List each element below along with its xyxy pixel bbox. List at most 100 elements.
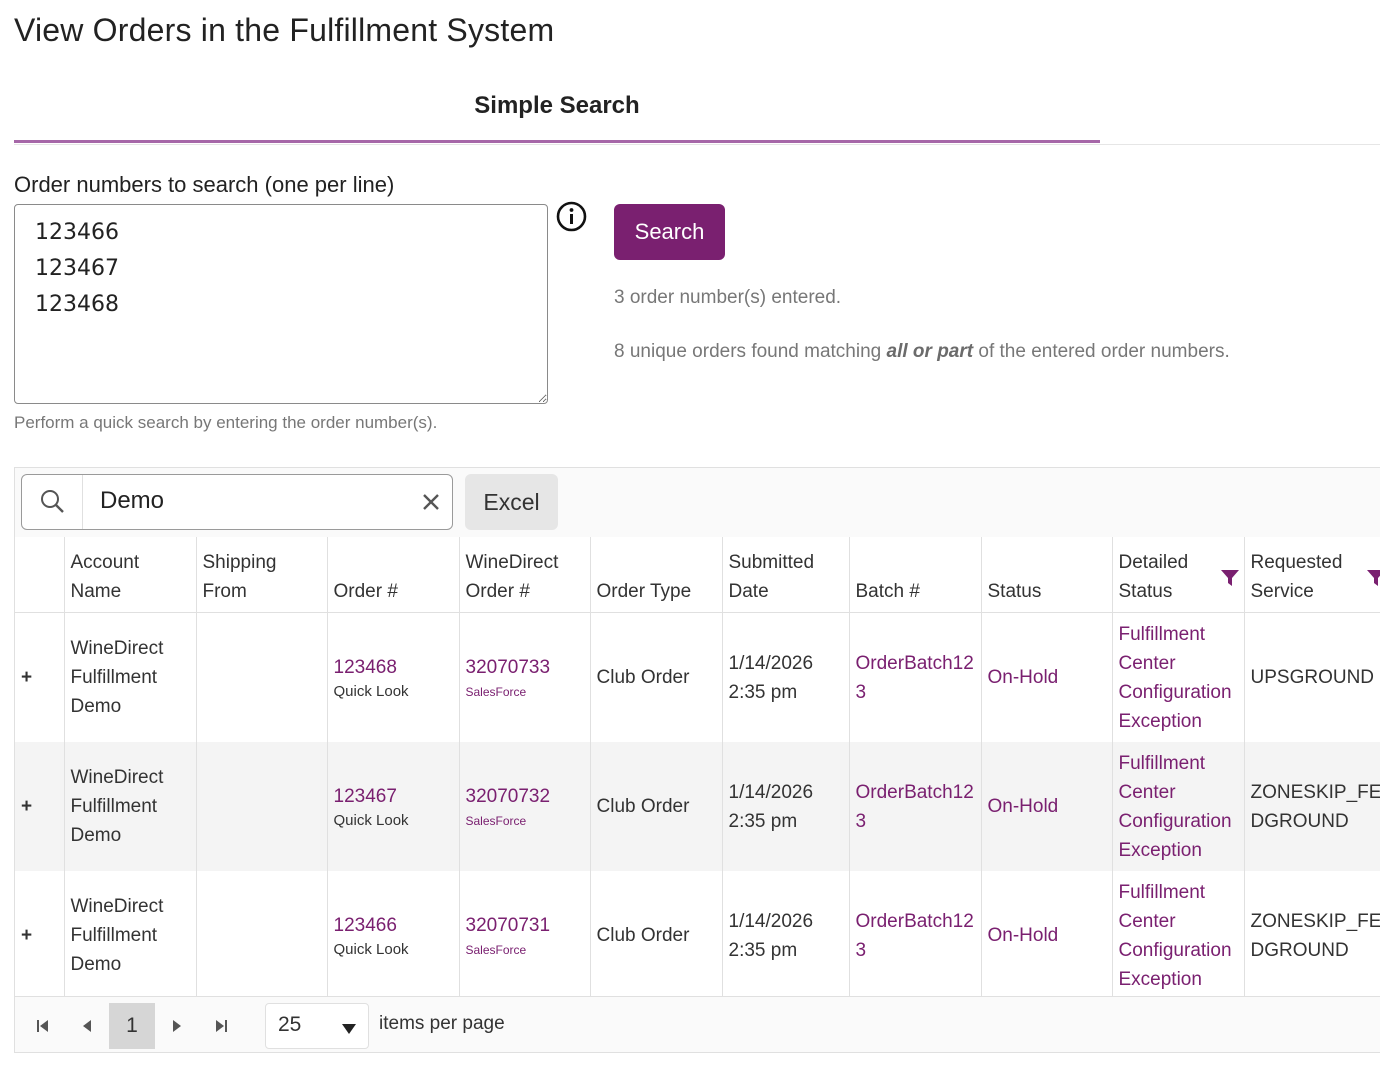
tab-bar: Simple Search: [14, 80, 1380, 145]
items-per-page-label: items per page: [379, 1013, 505, 1034]
detailed-status-cell: Fulfillment Center Configuration Excepti…: [1112, 871, 1245, 1000]
expand-row-icon[interactable]: +: [15, 871, 65, 1000]
column-header-detailed-status-label: Detailed Status: [1118, 552, 1189, 602]
table-row: + WineDirect Fulfillment Demo 123467 Quic…: [15, 742, 1380, 871]
clear-icon[interactable]: [418, 489, 444, 515]
column-header-requested-service-label: Requested Service: [1250, 552, 1343, 602]
order-number-cell: 123467 Quick Look: [327, 742, 460, 871]
account-name-cell: WineDirect Fulfillment Demo: [64, 612, 197, 742]
column-header-detailed-status[interactable]: Detailed Status: [1112, 537, 1245, 613]
column-header-status[interactable]: Status: [981, 537, 1113, 613]
detailed-status-cell: Fulfillment Center Configuration Excepti…: [1112, 612, 1245, 742]
tab-label: Simple Search: [474, 92, 640, 119]
winedirect-order-cell: 32070731 SalesForce: [459, 871, 591, 1000]
detailed-status-link[interactable]: Fulfillment Center Configuration Excepti…: [1118, 623, 1232, 732]
grid-filter-input[interactable]: [92, 483, 418, 519]
salesforce-link[interactable]: SalesForce: [465, 685, 527, 699]
winedirect-order-link[interactable]: 32070733: [465, 657, 551, 678]
winedirect-order-link[interactable]: 32070731: [465, 915, 551, 936]
submitted-date-cell: 1/14/2026 2:35 pm: [722, 871, 850, 1000]
next-page-icon[interactable]: [157, 1004, 197, 1048]
winedirect-order-cell: 32070733 SalesForce: [459, 612, 591, 742]
order-numbers-label: Order numbers to search (one per line): [14, 172, 395, 197]
column-header-account-name[interactable]: Account Name: [64, 537, 197, 613]
page-size-value: 25: [278, 1013, 302, 1036]
caret-down-icon: [342, 1021, 356, 1039]
column-header-order-type[interactable]: Order Type: [590, 537, 723, 613]
detailed-status-link[interactable]: Fulfillment Center Configuration Excepti…: [1118, 752, 1232, 861]
column-header-requested-service[interactable]: Requested Service: [1244, 537, 1380, 613]
order-number-link[interactable]: 123467: [333, 786, 397, 807]
batch-cell: OrderBatch123: [849, 742, 982, 871]
requested-service-cell: ZONESKIP_FEDGROUND: [1244, 742, 1380, 871]
submitted-date-cell: 1/14/2026 2:35 pm: [722, 612, 850, 742]
column-header-batch[interactable]: Batch #: [849, 537, 982, 613]
filter-icon[interactable]: [1220, 568, 1240, 588]
table-header-row: Account Name Shipping From Order # WineD…: [15, 537, 1380, 613]
excel-export-button[interactable]: Excel: [465, 474, 558, 530]
search-button[interactable]: Search: [614, 204, 725, 260]
expand-row-icon[interactable]: +: [15, 612, 65, 742]
detailed-status-link[interactable]: Fulfillment Center Configuration Excepti…: [1118, 881, 1232, 990]
results-found-emphasis: all or part: [886, 341, 974, 362]
page-size-select[interactable]: 25: [265, 1003, 369, 1049]
order-type-cell: Club Order: [590, 871, 723, 1000]
requested-service-cell: UPSGROUND: [1244, 612, 1380, 742]
quick-look-link[interactable]: Quick Look: [333, 812, 409, 829]
requested-service-cell: ZONESKIP_FEDGROUND: [1244, 871, 1380, 1000]
results-found-suffix: of the entered order numbers.: [973, 341, 1230, 362]
order-type-cell: Club Order: [590, 742, 723, 871]
order-type-cell: Club Order: [590, 612, 723, 742]
status-cell: On-Hold: [981, 871, 1113, 1000]
page-number-current[interactable]: 1: [109, 1003, 155, 1049]
column-header-expand: [15, 537, 65, 613]
batch-cell: OrderBatch123: [849, 612, 982, 742]
column-header-order-number[interactable]: Order #: [327, 537, 460, 613]
status-cell: On-Hold: [981, 612, 1113, 742]
account-name-cell: WineDirect Fulfillment Demo: [64, 742, 197, 871]
orders-grid: Excel Account Name Shipping From Order #…: [14, 467, 1380, 1053]
status-link[interactable]: On-Hold: [987, 667, 1059, 688]
account-name-cell: WineDirect Fulfillment Demo: [64, 871, 197, 1000]
shipping-from-cell: [196, 742, 328, 871]
pager: 1 25 items per page: [15, 996, 1380, 1052]
tab-simple-search[interactable]: Simple Search: [14, 80, 1100, 143]
status-link[interactable]: On-Hold: [987, 925, 1059, 946]
results-found-message: 8 unique orders found matching all or pa…: [614, 341, 1230, 363]
order-number-cell: 123468 Quick Look: [327, 612, 460, 742]
status-link[interactable]: On-Hold: [987, 796, 1059, 817]
quick-look-link[interactable]: Quick Look: [333, 941, 409, 958]
order-number-link[interactable]: 123468: [333, 657, 397, 678]
page-title: View Orders in the Fulfillment System: [14, 12, 555, 48]
batch-link[interactable]: OrderBatch123: [855, 910, 974, 961]
search-icon: [22, 475, 83, 529]
entered-count-message: 3 order number(s) entered.: [614, 287, 842, 308]
column-header-shipping-from[interactable]: Shipping From: [196, 537, 328, 613]
submitted-date-cell: 1/14/2026 2:35 pm: [722, 742, 850, 871]
salesforce-link[interactable]: SalesForce: [465, 814, 527, 828]
filter-icon[interactable]: [1366, 568, 1380, 588]
grid-toolbar: Excel: [15, 468, 1380, 538]
orders-table: Account Name Shipping From Order # WineD…: [15, 537, 1380, 1000]
first-page-icon[interactable]: [23, 1004, 63, 1048]
results-found-prefix: 8 unique orders found matching: [614, 341, 887, 362]
order-number-cell: 123466 Quick Look: [327, 871, 460, 1000]
batch-cell: OrderBatch123: [849, 871, 982, 1000]
expand-row-icon[interactable]: +: [15, 742, 65, 871]
order-numbers-input[interactable]: 123466 123467 123468: [14, 204, 548, 404]
info-icon[interactable]: [556, 201, 587, 232]
winedirect-order-link[interactable]: 32070732: [465, 786, 551, 807]
detailed-status-cell: Fulfillment Center Configuration Excepti…: [1112, 742, 1245, 871]
column-header-submitted-date[interactable]: Submitted Date: [722, 537, 850, 613]
order-number-link[interactable]: 123466: [333, 915, 397, 936]
previous-page-icon[interactable]: [67, 1004, 107, 1048]
search-helper-text: Perform a quick search by entering the o…: [14, 413, 438, 432]
batch-link[interactable]: OrderBatch123: [855, 652, 974, 703]
batch-link[interactable]: OrderBatch123: [855, 781, 974, 832]
shipping-from-cell: [196, 612, 328, 742]
salesforce-link[interactable]: SalesForce: [465, 943, 527, 957]
last-page-icon[interactable]: [201, 1004, 241, 1048]
shipping-from-cell: [196, 871, 328, 1000]
quick-look-link[interactable]: Quick Look: [333, 683, 409, 700]
column-header-winedirect-order[interactable]: WineDirect Order #: [459, 537, 591, 613]
